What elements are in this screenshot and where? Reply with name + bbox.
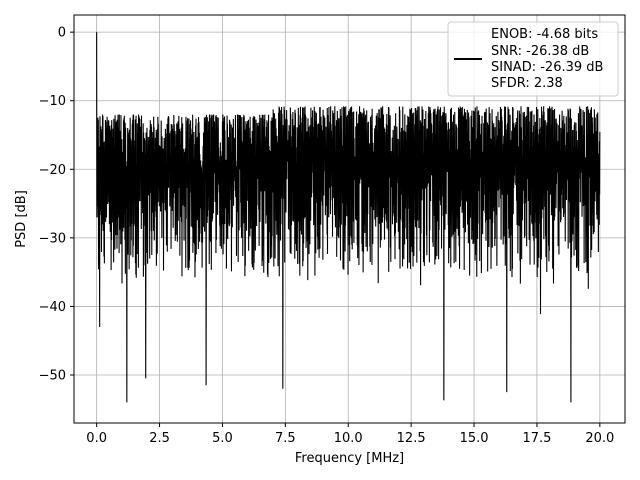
y-tick-label: −20 (39, 163, 66, 178)
axes-frame (73, 14, 626, 424)
plot-area (96, 32, 601, 403)
y-axis-label: PSD [dB] (14, 190, 29, 248)
y-tick-label: −30 (39, 231, 66, 246)
x-tick-label: 2.5 (149, 431, 170, 446)
x-tick-label: 17.5 (522, 431, 551, 446)
x-tick-label: 5.0 (212, 431, 233, 446)
legend-box (447, 21, 619, 97)
y-axis: 0 −10 −20 −30 −40 −50 (39, 26, 74, 384)
legend-line-enob: ENOB: -4.68 bits (491, 27, 598, 42)
y-tick-label: −10 (39, 94, 66, 109)
legend: ENOB: -4.68 bits SNR: -26.38 dB SINAD: -… (447, 21, 619, 97)
y-tick-label: −50 (39, 369, 66, 384)
x-tick-label: 7.5 (275, 431, 296, 446)
x-tick-label: 0.0 (86, 431, 107, 446)
y-tick-label: −40 (39, 300, 66, 315)
x-tick-label: 12.5 (397, 431, 426, 446)
legend-line-sfdr: SFDR: 2.38 (491, 76, 563, 91)
x-tick-label: 15.0 (460, 431, 489, 446)
x-tick-label: 20.0 (585, 431, 614, 446)
legend-line-sinad: SINAD: -26.39 dB (491, 60, 603, 75)
legend-line-snr: SNR: -26.38 dB (491, 44, 589, 59)
x-axis-label: Frequency [MHz] (295, 451, 404, 466)
x-axis: 0.0 2.5 5.0 7.5 10.0 12.5 15.0 17.5 20.0 (86, 423, 614, 446)
x-tick-label: 10.0 (334, 431, 363, 446)
psd-series-line (96, 32, 601, 403)
y-tick-label: 0 (58, 26, 66, 41)
